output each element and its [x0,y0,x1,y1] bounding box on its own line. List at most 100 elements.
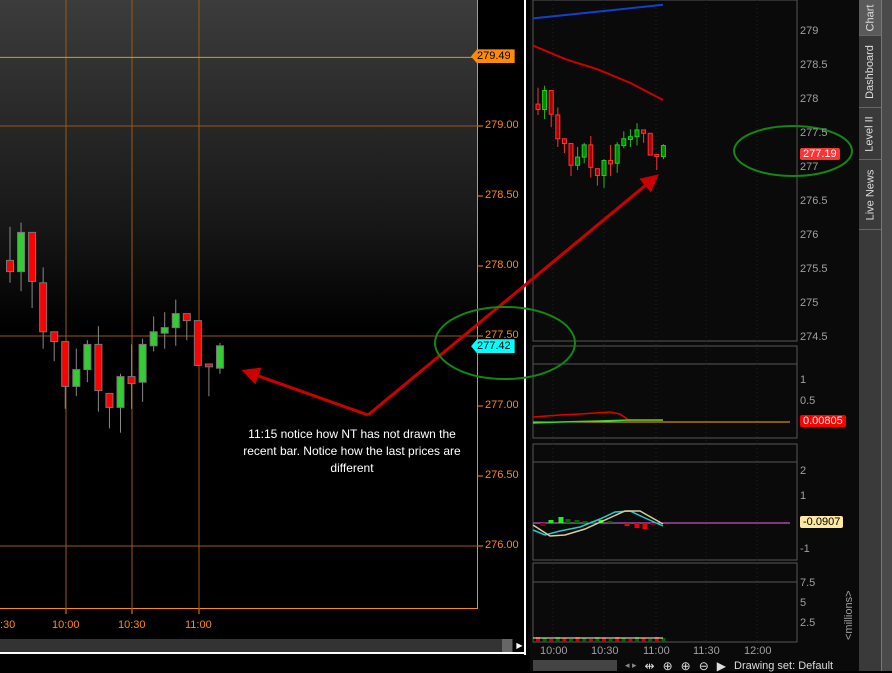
indicator-panel [532,0,798,342]
time-tick-label: 10:30 [591,645,619,657]
tab-live-news[interactable]: Live News [859,160,881,230]
window-border [524,0,526,655]
candle-down [127,376,136,385]
ind1-tick-label: 1 [800,374,807,386]
volume-bar [615,637,620,642]
scroll-thumb[interactable] [502,639,512,652]
ind1-value-tag: 0.00805 [800,415,846,427]
resize-bars-icon[interactable]: ⇹ [644,658,655,673]
volume-bar [562,638,567,642]
time-tick-label: 12:00 [744,645,772,657]
x-tick-label: 10:00 [52,619,80,631]
candle-up [149,331,158,347]
mini-candle [568,143,574,166]
volume-bar [575,637,580,642]
price-tick-label: 277 [800,161,819,173]
mini-candle [601,160,607,176]
price-tick-label: 278.5 [800,59,828,71]
volume-bar [542,638,547,642]
x-tick-label: :30 [0,619,16,631]
price-tick-label: 276.5 [800,195,828,207]
volume-bar [635,637,639,642]
ind2-tick-label: 1 [800,490,807,502]
price-tick-label: 278 [800,93,819,105]
mini-candle [542,89,548,111]
volume-bar [588,639,593,642]
volume-bar [569,639,573,642]
mini-candle [647,132,653,156]
macd-histogram-bar [582,521,588,523]
volume-bar [641,638,646,642]
highlight-ellipse [434,306,576,380]
volume-bar [654,637,659,642]
ind2-value-tag: -0.0907 [800,516,844,528]
horizontal-scrollbar[interactable]: ▶ [0,639,526,654]
tab-dashboard[interactable]: Dashboard [859,36,881,108]
candle-up [138,343,147,383]
macd-line [532,510,664,536]
tab-level-ii[interactable]: Level II [859,108,881,160]
lower-band-line [532,44,664,101]
mini-candle [614,144,620,164]
signal-line [532,510,664,537]
highlight-ellipse [733,125,853,177]
volume-bar [661,638,666,642]
zoom-out-icon[interactable]: ⊖ [698,658,709,673]
crosshair-icon[interactable]: ⊕ [662,658,673,673]
mini-candle [548,89,554,115]
window-edge [881,0,892,671]
play-icon[interactable]: ▶ [716,658,727,673]
candle-up [17,231,26,273]
time-tick-label: 11:30 [693,645,720,657]
indicator-panel [532,562,798,643]
price-tick-label: 275 [800,297,819,309]
indicator-panel [532,443,798,561]
candle-up [116,376,125,408]
candle-down [105,392,114,408]
candle-down [39,282,48,333]
price-tick-label: 276 [800,229,819,241]
price-tick-label: 275.5 [800,263,828,275]
candle-down [94,343,103,392]
macd-histogram-bar [558,517,564,523]
macd-histogram-bar [540,523,546,526]
volume-tick-label: 5 [800,597,807,609]
mini-candle [634,129,640,138]
annotation-arrow [241,367,369,417]
volume-unit-label: <millions> [843,590,855,640]
y-tick-label: 277.00 [485,399,519,411]
ind1-green-line [532,419,663,424]
mini-candle [555,114,561,140]
volume-bar [608,639,613,642]
indicator-panel [532,345,798,439]
ind1-red-line [532,411,663,422]
ind1-tick-label: 0.5 [800,395,816,407]
volume-bar [555,637,560,642]
mini-chart-window [530,0,860,671]
candle-down [182,313,191,322]
mini-candle [627,136,633,140]
price-tick-label: 274.5 [800,331,828,343]
macd-histogram-bar [642,523,648,529]
candle-down [6,259,14,273]
scroll-arrows-icon[interactable]: ◂ ▸ [625,660,637,670]
scroll-right-arrow-icon[interactable]: ▶ [513,639,526,652]
mini-candle [608,160,614,165]
zoom-in-icon[interactable]: ⊕ [680,658,691,673]
tab-chart[interactable]: Chart [859,0,881,36]
candle-up [160,327,169,334]
candle-down [193,320,202,366]
volume-bar [595,637,600,642]
candle-down [28,231,37,282]
candle-down [61,341,70,387]
macd-histogram-bar [624,523,630,526]
mini-candle [588,144,594,168]
x-tick-label: 11:00 [185,619,212,631]
ind2-tick-label: 2 [800,465,807,477]
mini-scrollbar[interactable] [533,660,617,671]
main-price-plot[interactable] [0,0,478,609]
y-tick-label: 278.50 [485,189,519,201]
mini-candle [654,153,660,157]
volume-bar [536,637,540,642]
volume-bar [621,638,626,642]
